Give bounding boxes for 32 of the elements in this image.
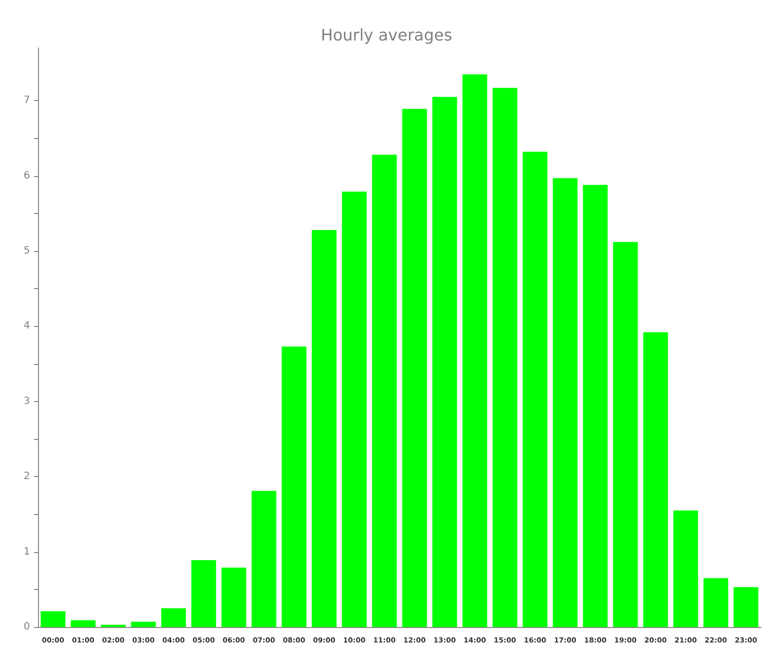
y-tick-label: 5: [24, 246, 30, 257]
bar: [492, 88, 518, 627]
bar: [191, 560, 216, 627]
bar: [70, 620, 96, 627]
bar: [734, 587, 758, 627]
chart-title: Hourly averages: [320, 26, 452, 44]
bar: [372, 154, 397, 627]
bar: [40, 611, 66, 627]
bar: [221, 568, 246, 627]
bar: [161, 608, 186, 627]
bar: [643, 332, 668, 627]
y-tick-label: 1: [24, 546, 30, 558]
bar: [312, 230, 337, 627]
bar: [131, 622, 156, 627]
bar: [432, 96, 458, 627]
bar: [703, 578, 728, 627]
bar: [552, 178, 578, 627]
bar: [282, 346, 306, 627]
y-tick-label: 3: [24, 396, 30, 407]
y-tick-label: 2: [24, 471, 30, 482]
bar: [462, 74, 488, 627]
bar: [252, 490, 276, 627]
bar: [402, 108, 427, 627]
bar: [582, 184, 608, 627]
bar: [613, 242, 638, 627]
y-tick-label: 7: [24, 95, 30, 106]
y-tick-label: 6: [24, 170, 30, 182]
y-tick-label: 4: [24, 320, 30, 332]
y-tick-label: 0: [24, 622, 30, 632]
bar: [342, 192, 367, 627]
bar: [673, 510, 698, 627]
bar: [522, 152, 548, 627]
